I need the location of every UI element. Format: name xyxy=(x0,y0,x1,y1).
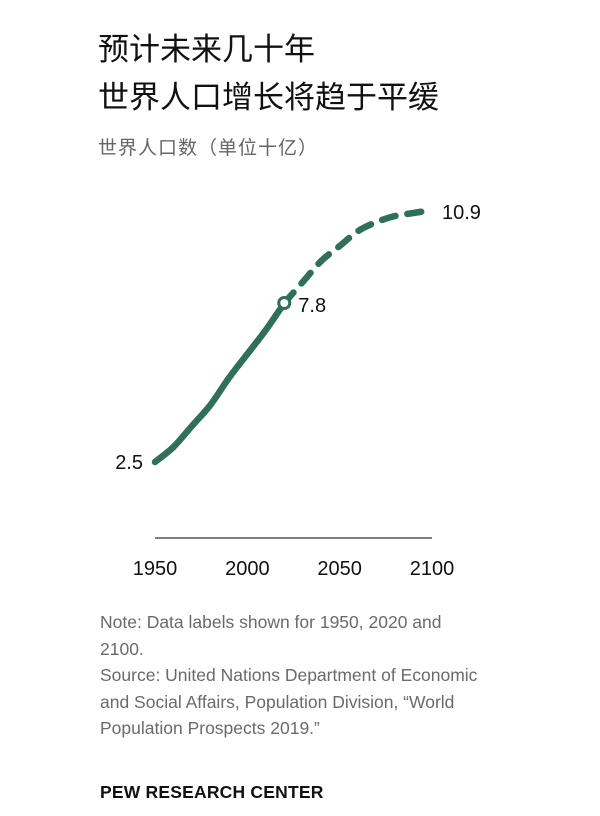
data-point-marker xyxy=(277,296,292,310)
x-tick-label: 2100 xyxy=(410,558,455,580)
x-tick-label: 2000 xyxy=(225,558,270,580)
x-tick-labels: 1950 2000 2050 2100 xyxy=(133,558,455,580)
data-label: 10.9 xyxy=(442,202,481,224)
brand-logo-text: PEW RESEARCH CENTER xyxy=(100,782,324,802)
chart-title: 预计未来几十年 世界人口增长将趋于平缓 xyxy=(98,26,578,122)
note-text: Note: Data labels shown for 1950, 2020 a… xyxy=(100,612,442,659)
population-line-chart: 1950 2000 2050 2100 2.5 7.8 10.9 xyxy=(115,202,481,580)
data-label: 2.5 xyxy=(115,452,143,474)
data-label: 7.8 xyxy=(298,295,326,317)
series-layer xyxy=(151,206,436,466)
title-line-1: 预计未来几十年 xyxy=(98,32,315,68)
series-line-estimates xyxy=(151,299,288,466)
data-labels: 2.5 7.8 10.9 xyxy=(115,202,481,474)
footnote: Note: Data labels shown for 1950, 2020 a… xyxy=(100,609,490,742)
chart-subtitle: 世界人口数（单位十亿） xyxy=(98,137,319,159)
source-text: Source: United Nations Department of Eco… xyxy=(100,665,478,738)
x-tick-label: 1950 xyxy=(133,558,178,580)
title-line-2: 世界人口增长将趋于平缓 xyxy=(98,80,439,116)
x-tick-label: 2050 xyxy=(317,558,362,580)
series-line-projections xyxy=(281,206,436,307)
